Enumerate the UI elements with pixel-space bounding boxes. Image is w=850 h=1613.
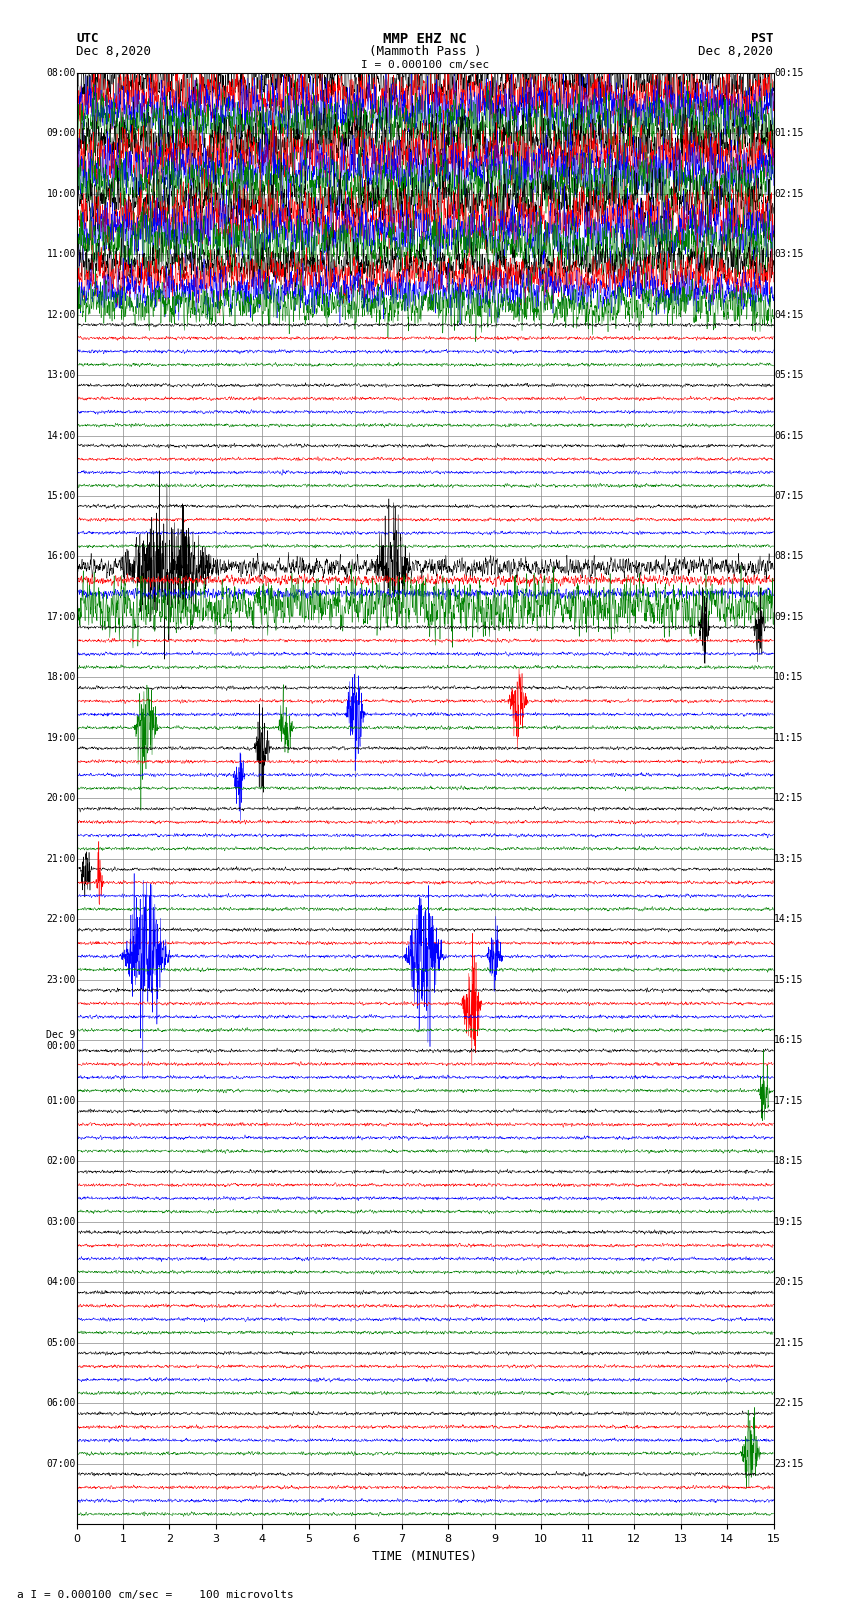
Text: 23:00: 23:00 — [47, 974, 76, 986]
Text: 21:15: 21:15 — [774, 1337, 803, 1348]
Text: 02:15: 02:15 — [774, 189, 803, 198]
Text: 17:00: 17:00 — [47, 611, 76, 623]
Text: Dec 8,2020: Dec 8,2020 — [699, 45, 774, 58]
Text: 15:00: 15:00 — [47, 490, 76, 502]
Text: (Mammoth Pass ): (Mammoth Pass ) — [369, 45, 481, 58]
Text: 08:00: 08:00 — [47, 68, 76, 77]
Text: 03:00: 03:00 — [47, 1216, 76, 1227]
Text: 18:15: 18:15 — [774, 1157, 803, 1166]
Text: 06:15: 06:15 — [774, 431, 803, 440]
Text: 12:15: 12:15 — [774, 794, 803, 803]
Text: 17:15: 17:15 — [774, 1095, 803, 1107]
Text: 18:00: 18:00 — [47, 673, 76, 682]
Text: 20:15: 20:15 — [774, 1277, 803, 1287]
X-axis label: TIME (MINUTES): TIME (MINUTES) — [372, 1550, 478, 1563]
Text: 04:15: 04:15 — [774, 310, 803, 319]
Text: 13:00: 13:00 — [47, 369, 76, 381]
Text: a I = 0.000100 cm/sec =    100 microvolts: a I = 0.000100 cm/sec = 100 microvolts — [17, 1590, 294, 1600]
Text: UTC: UTC — [76, 32, 99, 45]
Text: 11:15: 11:15 — [774, 732, 803, 744]
Text: 14:00: 14:00 — [47, 431, 76, 440]
Text: 09:00: 09:00 — [47, 127, 76, 139]
Text: 05:15: 05:15 — [774, 369, 803, 381]
Text: 09:15: 09:15 — [774, 611, 803, 623]
Text: 01:15: 01:15 — [774, 127, 803, 139]
Text: 21:00: 21:00 — [47, 853, 76, 865]
Text: 12:00: 12:00 — [47, 310, 76, 319]
Text: 00:15: 00:15 — [774, 68, 803, 77]
Text: 06:00: 06:00 — [47, 1398, 76, 1408]
Text: 15:15: 15:15 — [774, 974, 803, 986]
Text: Dec 8,2020: Dec 8,2020 — [76, 45, 151, 58]
Text: 13:15: 13:15 — [774, 853, 803, 865]
Text: 04:00: 04:00 — [47, 1277, 76, 1287]
Text: 19:15: 19:15 — [774, 1216, 803, 1227]
Text: 01:00: 01:00 — [47, 1095, 76, 1107]
Text: 16:00: 16:00 — [47, 552, 76, 561]
Text: 14:15: 14:15 — [774, 915, 803, 924]
Text: 19:00: 19:00 — [47, 732, 76, 744]
Text: 16:15: 16:15 — [774, 1036, 803, 1045]
Text: 03:15: 03:15 — [774, 248, 803, 260]
Text: 07:15: 07:15 — [774, 490, 803, 502]
Text: 22:15: 22:15 — [774, 1398, 803, 1408]
Text: PST: PST — [751, 32, 774, 45]
Text: 10:00: 10:00 — [47, 189, 76, 198]
Text: 22:00: 22:00 — [47, 915, 76, 924]
Text: 23:15: 23:15 — [774, 1458, 803, 1469]
Text: 02:00: 02:00 — [47, 1157, 76, 1166]
Text: 05:00: 05:00 — [47, 1337, 76, 1348]
Text: 20:00: 20:00 — [47, 794, 76, 803]
Text: 10:15: 10:15 — [774, 673, 803, 682]
Text: 07:00: 07:00 — [47, 1458, 76, 1469]
Text: Dec 9
00:00: Dec 9 00:00 — [47, 1029, 76, 1052]
Text: 11:00: 11:00 — [47, 248, 76, 260]
Text: I = 0.000100 cm/sec: I = 0.000100 cm/sec — [361, 60, 489, 69]
Text: 08:15: 08:15 — [774, 552, 803, 561]
Text: MMP EHZ NC: MMP EHZ NC — [383, 32, 467, 47]
